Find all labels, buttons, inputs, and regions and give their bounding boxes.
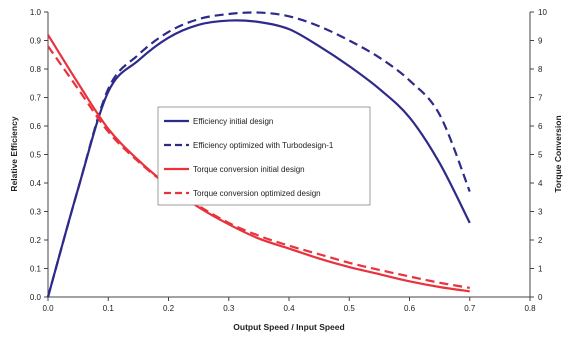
y-left-tick-label: 0.5 <box>30 151 42 160</box>
x-tick-label: 0.7 <box>464 304 476 313</box>
y-right-tick-label: 1 <box>538 265 543 274</box>
y-left-tick-label: 0.8 <box>30 65 42 74</box>
y-left-tick-label: 0.1 <box>30 265 42 274</box>
y-right-tick-label: 3 <box>538 208 543 217</box>
y-left-tick-label: 0.2 <box>30 236 42 245</box>
legend-label-efficiency-optimized: Efficiency optimized with Turbodesign-1 <box>193 141 334 150</box>
y-left-tick-label: 0.9 <box>30 37 42 46</box>
y-left-tick-label: 0.4 <box>30 179 42 188</box>
y-left-tick-label: 1.0 <box>30 8 42 17</box>
y-right-tick-label: 7 <box>538 94 543 103</box>
x-tick-label: 0.4 <box>283 304 295 313</box>
x-tick-label: 0.2 <box>163 304 175 313</box>
y-left-axis-title: Relative Efficiency <box>9 116 19 191</box>
y-right-tick-label: 8 <box>538 65 543 74</box>
legend-label-efficiency-initial: Efficiency initial design <box>193 117 273 126</box>
y-left-tick-label: 0.0 <box>30 293 42 302</box>
series-layer <box>46 11 471 298</box>
y-right-tick-label: 9 <box>538 37 543 46</box>
series-torque-optimized <box>47 45 470 289</box>
legend-label-torque-initial: Torque conversion initial design <box>193 165 305 174</box>
y-right-tick-label: 5 <box>538 151 543 160</box>
x-tick-label: 0.8 <box>524 304 536 313</box>
y-right-tick-label: 4 <box>538 179 543 188</box>
series-torque-initial <box>47 34 470 293</box>
x-tick-label: 0.6 <box>404 304 416 313</box>
y-left-tick-label: 0.3 <box>30 208 42 217</box>
x-tick-label: 0.5 <box>344 304 356 313</box>
y-right-axis-title: Torque Conversion <box>553 115 563 192</box>
x-tick-label: 0.1 <box>103 304 115 313</box>
ticks-layer: 0.0 0.1 0.2 0.3 0.4 0.5 0.6 0.7 0.8 0.0 0.1 0.2 0.3 0… <box>30 8 548 313</box>
y-right-tick-label: 0 <box>538 293 543 302</box>
x-tick-label: 0.3 <box>223 304 235 313</box>
series-efficiency-optimized <box>46 11 471 298</box>
legend-label-torque-optimized: Torque conversion optimized design <box>193 189 321 198</box>
y-right-tick-label: 2 <box>538 236 543 245</box>
y-left-tick-label: 0.6 <box>30 122 42 131</box>
x-tick-label: 0.0 <box>42 304 54 313</box>
y-left-tick-label: 0.7 <box>30 94 42 103</box>
y-right-tick-label: 6 <box>538 122 543 131</box>
legend-box <box>157 106 371 206</box>
x-axis-title: Output Speed / Input Speed <box>233 322 344 332</box>
y-right-tick-label: 10 <box>538 8 547 17</box>
legend: Efficiency initial design Efficiency opt… <box>157 106 371 206</box>
